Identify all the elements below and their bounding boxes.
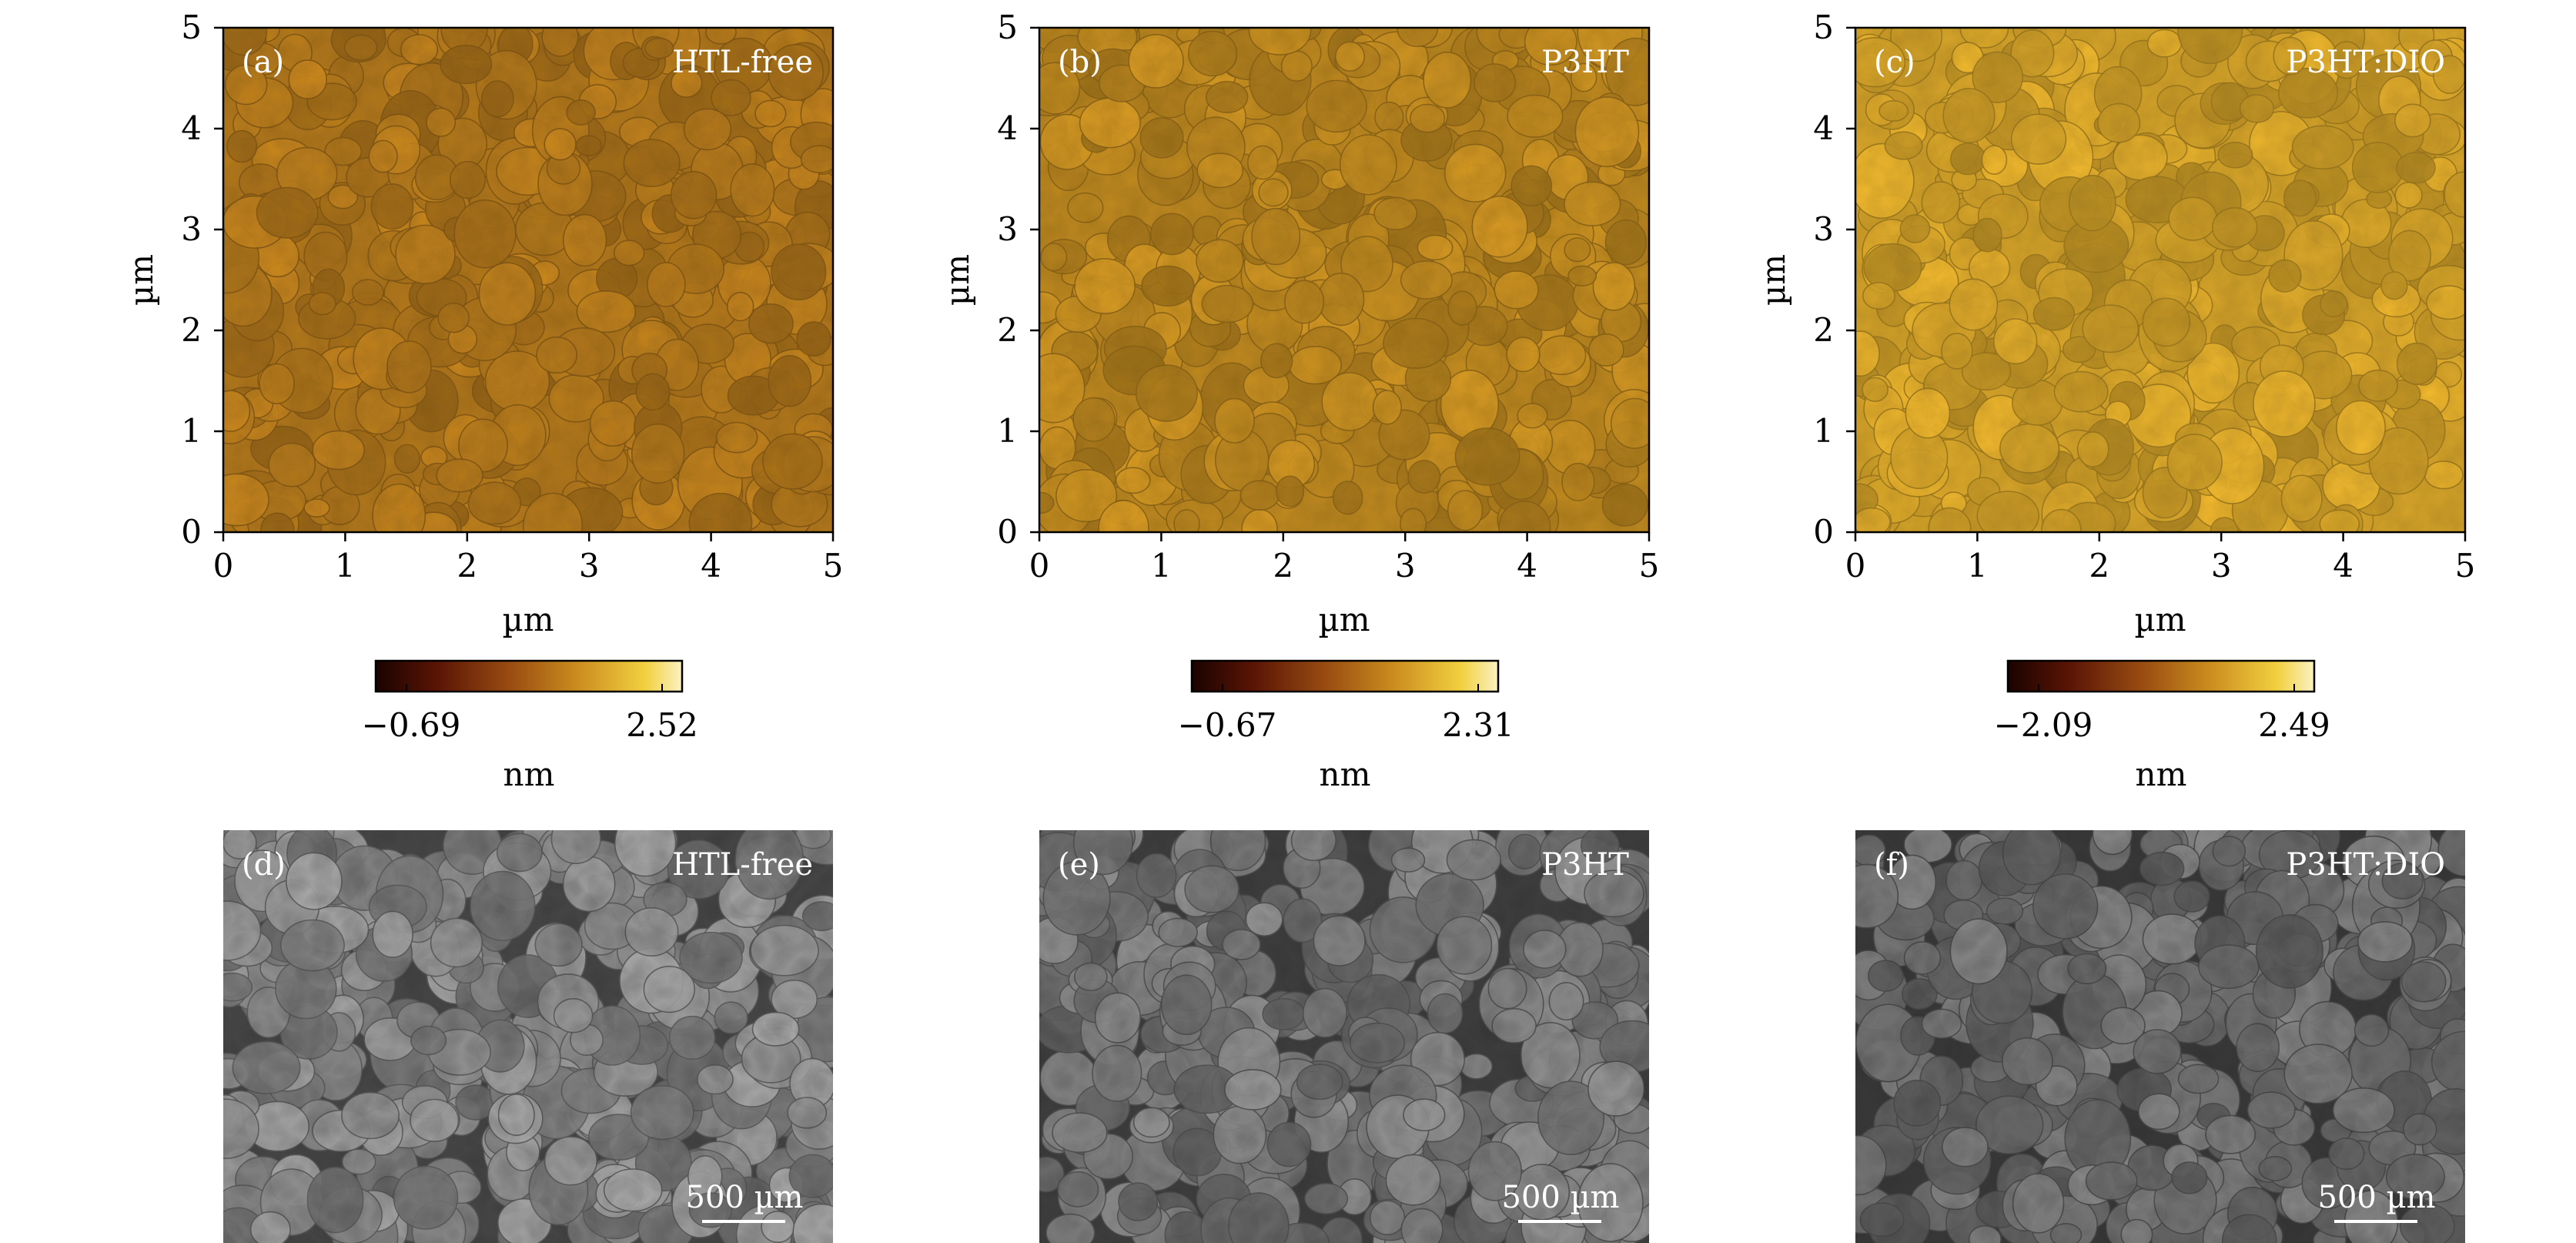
y-tick-label: 5 xyxy=(181,8,202,46)
afm-image xyxy=(1039,28,1649,532)
colorbar-unit: nm xyxy=(503,756,555,793)
panel-label: P3HT xyxy=(1541,45,1629,80)
panel-tag: (c) xyxy=(1874,45,1915,80)
y-tick-label: 0 xyxy=(181,513,202,551)
y-tick-label: 2 xyxy=(181,311,202,349)
x-axis-label: µm xyxy=(502,601,554,638)
y-axis-label: µm xyxy=(122,254,160,306)
panel-tag: (f) xyxy=(1874,847,1909,883)
panel-label: P3HT:DIO xyxy=(2286,847,2445,883)
y-tick-label: 1 xyxy=(181,412,202,450)
x-axis-label: µm xyxy=(2134,601,2186,638)
x-tick-label: 1 xyxy=(335,547,356,585)
sem-panel-e: (e) P3HT 500 µm xyxy=(1039,830,1649,1243)
scale-bar-label: 500 µm xyxy=(1502,1180,1620,1215)
x-tick-label: 3 xyxy=(2211,547,2232,585)
y-tick-label: 4 xyxy=(1813,109,1834,147)
afm-frame xyxy=(222,26,835,534)
afm-frame xyxy=(1038,26,1651,534)
colorbar-max: 2.52 xyxy=(626,706,698,744)
sem-panel-f: (f) P3HT:DIO 500 µm xyxy=(1855,830,2465,1243)
colorbar-unit: nm xyxy=(1320,756,1371,793)
scale-bar-label: 500 µm xyxy=(2318,1180,2436,1215)
colorbar xyxy=(1190,659,1500,693)
x-tick-label: 5 xyxy=(2455,547,2476,585)
sem-row: (d) HTL-free 500 µm (e) P3HT 500 µm (f) P3HT:DI… xyxy=(223,830,2465,1243)
colorbar-max: 2.31 xyxy=(1442,706,1514,744)
y-tick-label: 5 xyxy=(1813,8,1834,46)
sem-image xyxy=(223,830,833,1243)
panel-label: P3HT:DIO xyxy=(2286,45,2445,80)
x-tick-label: 0 xyxy=(213,547,234,585)
x-tick-label: 4 xyxy=(701,547,721,585)
y-tick-label: 3 xyxy=(997,210,1018,248)
afm-panel-a: (a) HTL-free 00 1 1 2 2 3 3 4 4 5 5 µm µm −0.69 2.52 nm xyxy=(122,8,844,793)
x-tick-label: 0 xyxy=(1029,547,1050,585)
panel-tag: (d) xyxy=(242,847,286,883)
x-tick-label: 2 xyxy=(457,547,477,585)
sem-image xyxy=(1039,830,1649,1243)
y-tick-label: 2 xyxy=(1813,311,1834,349)
panel-tag: (e) xyxy=(1058,847,1100,883)
y-tick-label: 4 xyxy=(181,109,202,147)
colorbar xyxy=(2006,659,2316,693)
afm-image xyxy=(1855,28,2465,532)
afm-panel-b: (b) P3HT 00 1 1 2 2 3 3 4 4 5 5 µm µm −0.67 2.31 nm xyxy=(938,8,1660,793)
afm-texture xyxy=(1039,28,1649,532)
colorbar-max: 2.49 xyxy=(2258,706,2330,744)
x-tick-label: 5 xyxy=(823,547,844,585)
afm-panel-c: (c) P3HT:DIO 00 1 1 2 2 3 3 4 4 5 5 µm µm −2.09 2.49 nm xyxy=(1755,8,2476,793)
x-tick-label: 3 xyxy=(1395,547,1416,585)
sem-texture xyxy=(223,830,833,1243)
x-tick-label: 3 xyxy=(579,547,600,585)
y-tick-label: 1 xyxy=(1813,412,1834,450)
colorbar-min: −2.09 xyxy=(1994,706,2093,744)
y-tick-label: 5 xyxy=(997,8,1018,46)
colorbar-unit: nm xyxy=(2136,756,2187,793)
x-tick-label: 4 xyxy=(1517,547,1537,585)
sem-texture xyxy=(1039,830,1649,1243)
panel-tag: (b) xyxy=(1058,45,1102,80)
panel-label: P3HT xyxy=(1541,847,1629,883)
x-tick-label: 5 xyxy=(1639,547,1660,585)
colorbar-min: −0.69 xyxy=(362,706,461,744)
y-axis-label: µm xyxy=(1755,254,1792,306)
x-tick-label: 1 xyxy=(1151,547,1172,585)
sem-panel-d: (d) HTL-free 500 µm xyxy=(223,830,833,1243)
afm-texture xyxy=(1855,28,2465,532)
x-tick-label: 2 xyxy=(1273,547,1293,585)
panel-label: HTL-free xyxy=(672,45,813,80)
sem-image xyxy=(1855,830,2465,1243)
afm-image xyxy=(223,28,833,532)
y-tick-label: 3 xyxy=(1813,210,1834,248)
afm-texture xyxy=(223,28,833,532)
y-tick-label: 0 xyxy=(1813,513,1834,551)
sem-texture xyxy=(1855,830,2465,1243)
colorbar-min: −0.67 xyxy=(1178,706,1277,744)
scale-bar-label: 500 µm xyxy=(686,1180,804,1215)
y-tick-label: 4 xyxy=(997,109,1018,147)
y-tick-label: 0 xyxy=(997,513,1018,551)
colorbar xyxy=(374,659,684,693)
x-tick-label: 4 xyxy=(2333,547,2354,585)
x-tick-label: 0 xyxy=(1845,547,1866,585)
y-tick-label: 3 xyxy=(181,210,202,248)
afm-frame xyxy=(1854,26,2467,534)
y-axis-label: µm xyxy=(938,254,976,306)
x-axis-label: µm xyxy=(1318,601,1370,638)
x-tick-label: 2 xyxy=(2089,547,2109,585)
panel-tag: (a) xyxy=(242,45,284,80)
x-tick-label: 1 xyxy=(1967,547,1988,585)
y-tick-label: 2 xyxy=(997,311,1018,349)
y-tick-label: 1 xyxy=(997,412,1018,450)
panel-label: HTL-free xyxy=(672,847,813,883)
